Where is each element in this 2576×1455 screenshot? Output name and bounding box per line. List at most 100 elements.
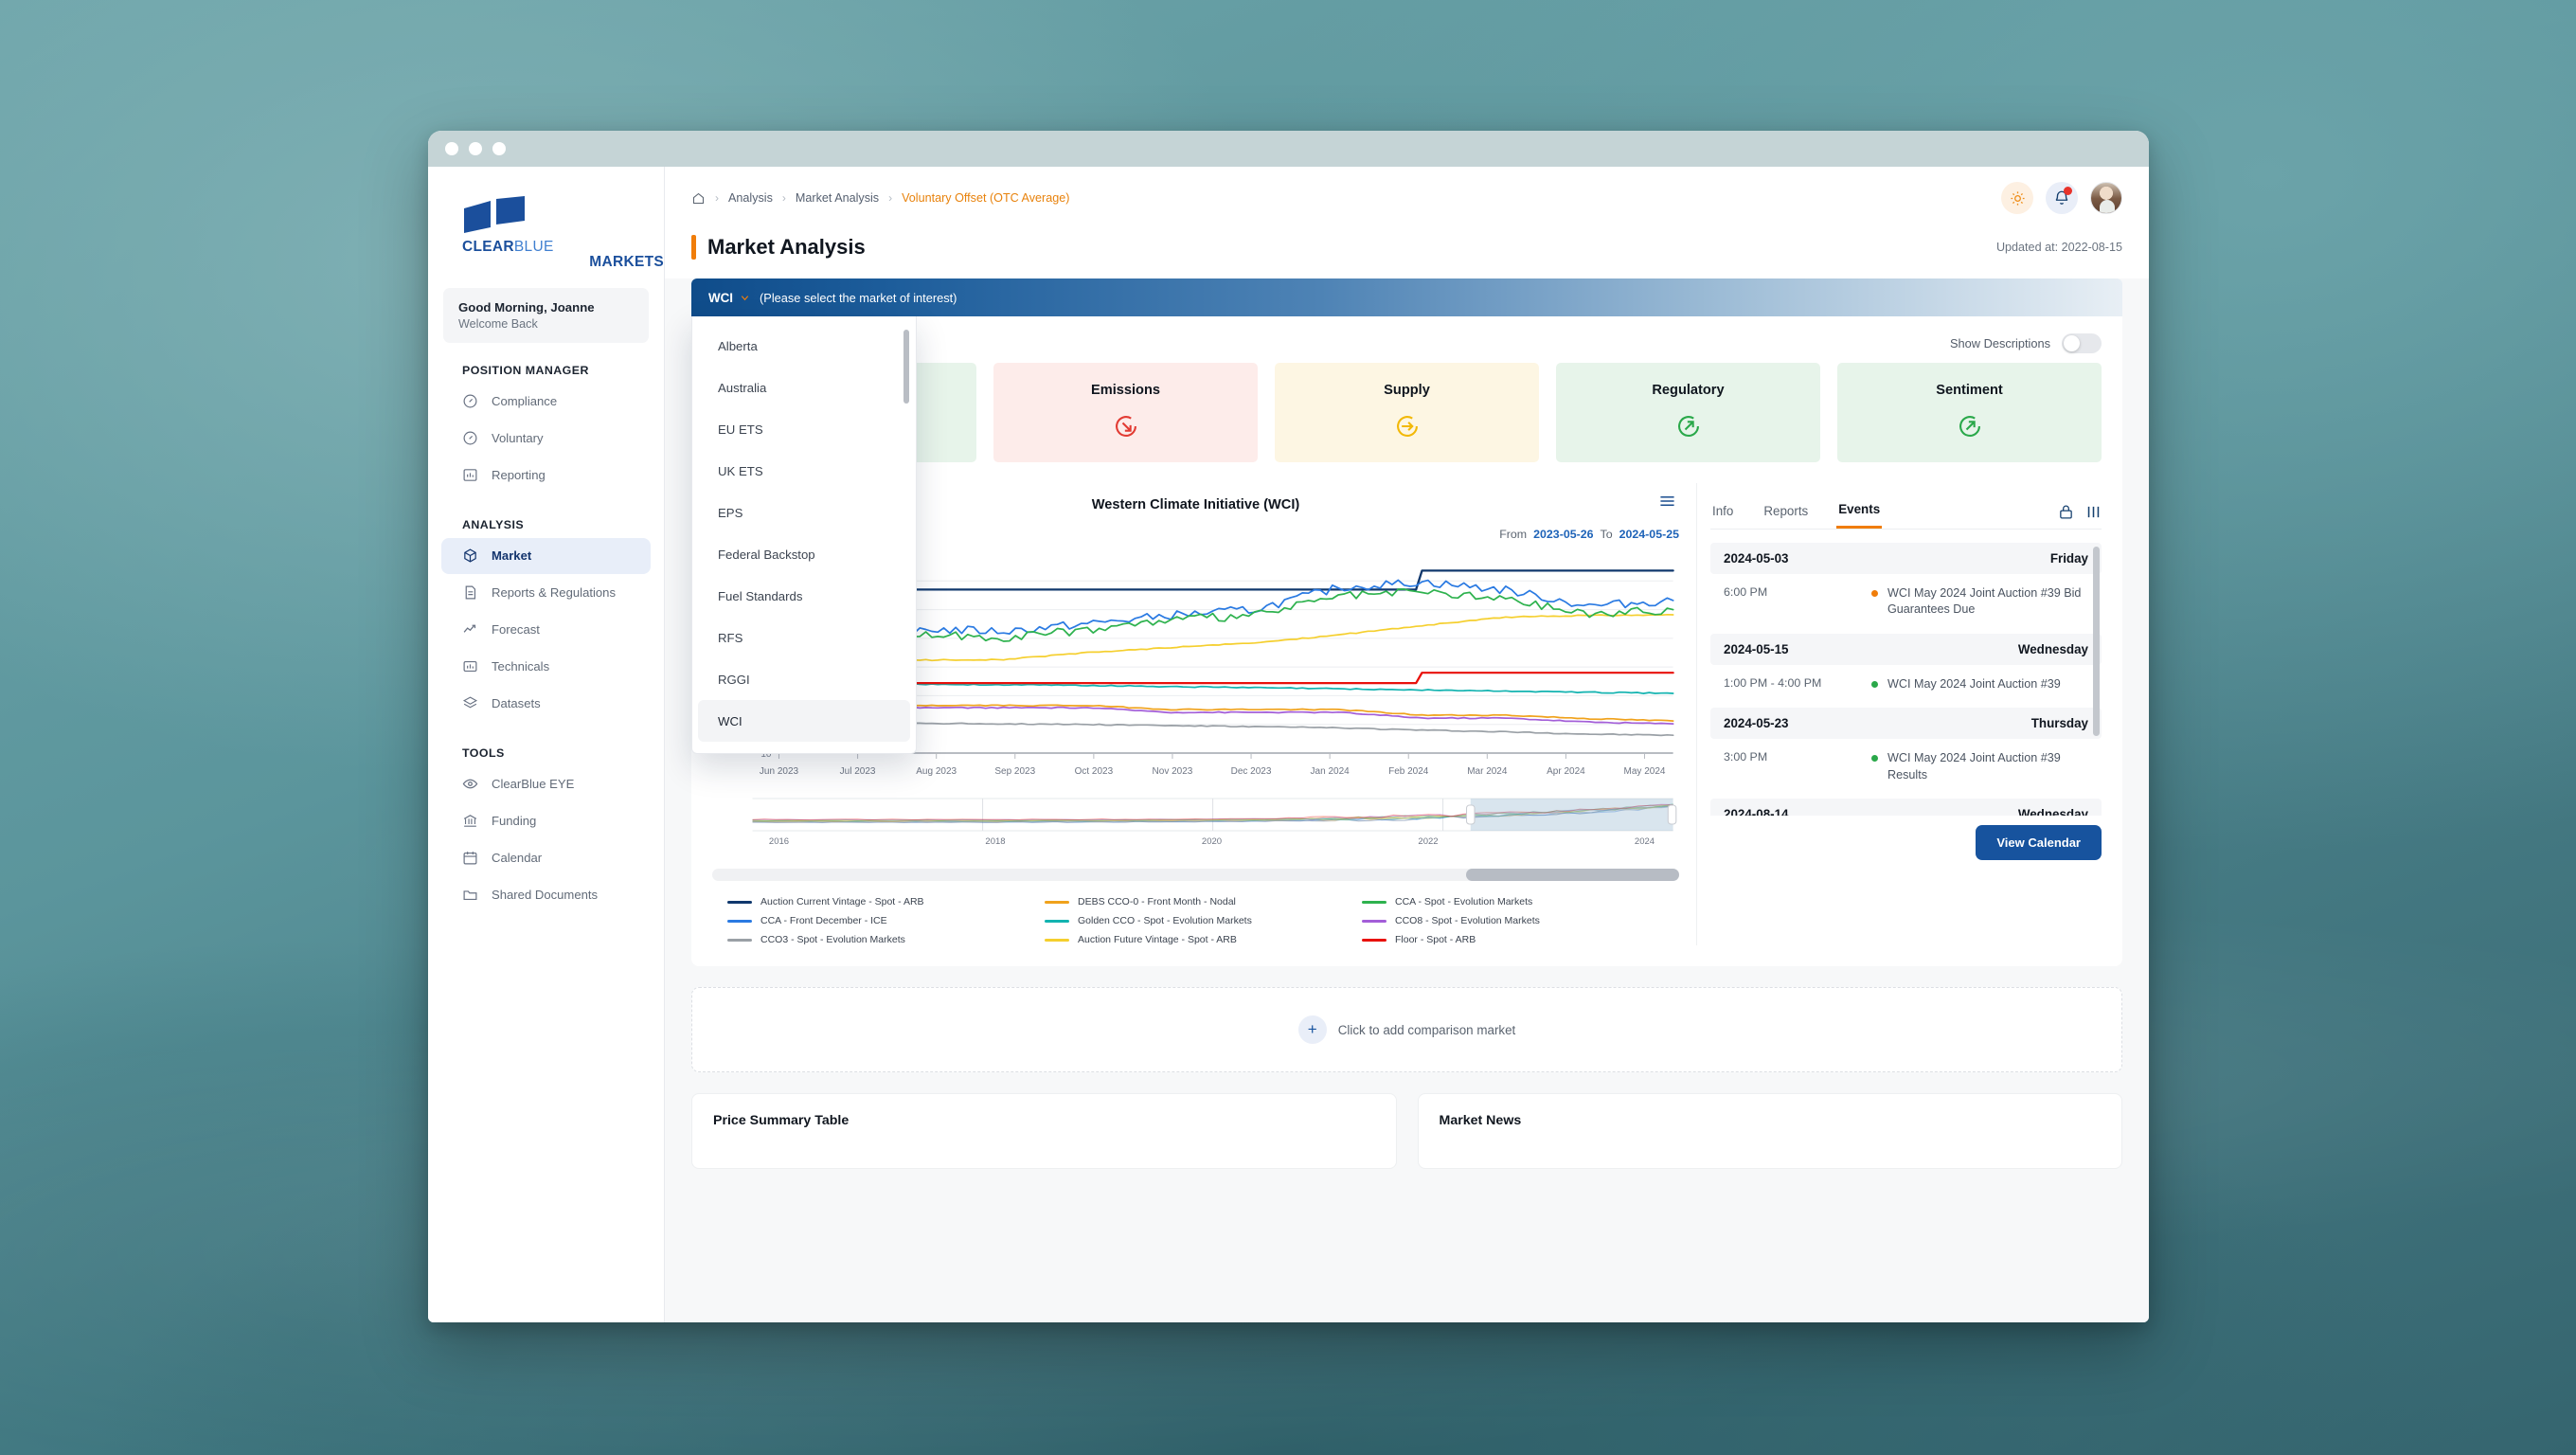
add-comparison-market-button[interactable]: + Click to add comparison market <box>691 987 2122 1072</box>
trend-up-icon <box>462 621 478 638</box>
event-time: 1:00 PM - 4:00 PM <box>1724 675 1822 690</box>
title-accent-bar <box>691 235 696 260</box>
legend-item[interactable]: CCA - Spot - Evolution Markets <box>1362 896 1664 907</box>
show-descriptions-toggle[interactable] <box>2062 333 2102 353</box>
tab-reports[interactable]: Reports <box>1763 503 1809 518</box>
date-to-value[interactable]: 2024-05-25 <box>1619 527 1679 541</box>
page-title-row: Market Analysis Updated at: 2022-08-15 <box>691 235 2122 278</box>
legend-item[interactable]: Floor - Spot - ARB <box>1362 934 1664 945</box>
status-card-sentiment[interactable]: Sentiment <box>1837 363 2102 462</box>
breadcrumb-market-analysis[interactable]: Market Analysis <box>795 191 880 205</box>
market-news-card[interactable]: Market News <box>1417 1093 2122 1169</box>
lock-icon[interactable] <box>2058 504 2074 520</box>
dropdown-item-rfs[interactable]: RFS <box>718 630 743 645</box>
tab-info[interactable]: Info <box>1712 503 1734 518</box>
market-select-value: WCI <box>708 290 734 305</box>
event-row[interactable]: 1:00 PM - 4:00 PM WCI May 2024 Joint Auc… <box>1710 665 2102 708</box>
legend-item[interactable]: CCO3 - Spot - Evolution Markets <box>727 934 1029 945</box>
event-row[interactable]: 6:00 PM WCI May 2024 Joint Auction #39 B… <box>1710 574 2102 634</box>
hamburger-icon[interactable] <box>1659 494 1675 508</box>
dropdown-item-eu-ets[interactable]: EU ETS <box>718 422 763 437</box>
sidebar-item-clearblue-eye[interactable]: ClearBlue EYE <box>441 766 651 802</box>
status-card-emissions[interactable]: Emissions <box>993 363 1258 462</box>
home-icon[interactable] <box>691 191 706 206</box>
sidebar-item-forecast[interactable]: Forecast <box>441 612 651 648</box>
event-status-dot <box>1871 590 1878 597</box>
market-select-hint: (Please select the market of interest) <box>760 290 957 305</box>
window-maximize-button[interactable] <box>492 142 506 155</box>
sidebar-item-shared-documents[interactable]: Shared Documents <box>441 877 651 913</box>
columns-icon[interactable] <box>2085 505 2102 519</box>
chart-scrollbar[interactable] <box>712 869 1679 881</box>
sidebar-item-funding[interactable]: Funding <box>441 803 651 839</box>
chart-navigator[interactable]: 2016 2018 2020 2022 2024 <box>712 795 1679 863</box>
sidebar-item-datasets[interactable]: Datasets <box>441 686 651 722</box>
legend-item[interactable]: Auction Current Vintage - Spot - ARB <box>727 896 1029 907</box>
plus-icon: + <box>1297 1015 1327 1044</box>
dropdown-item-wci[interactable]: WCI <box>698 700 910 742</box>
dropdown-scrollbar[interactable] <box>903 330 909 404</box>
breadcrumb-separator: › <box>888 191 893 205</box>
event-row[interactable]: 3:00 PM WCI May 2024 Joint Auction #39 R… <box>1710 739 2102 799</box>
market-dropdown-menu[interactable]: Alberta Australia EU ETS UK ETS EPS Fede… <box>691 316 917 754</box>
view-calendar-button[interactable]: View Calendar <box>1976 825 2102 860</box>
legend-item[interactable]: CCA - Front December - ICE <box>727 915 1029 926</box>
eye-icon <box>462 776 478 792</box>
bar-chart-icon <box>462 658 478 674</box>
window-close-button[interactable] <box>445 142 458 155</box>
date-to-label: To <box>1600 527 1613 541</box>
legend-swatch <box>1045 900 1069 904</box>
panel-tabs: Info Reports Events <box>1710 489 2102 530</box>
gauge-icon <box>462 393 478 409</box>
legend-item[interactable]: Golden CCO - Spot - Evolution Markets <box>1045 915 1347 926</box>
dropdown-item-fuel-standards[interactable]: Fuel Standards <box>718 588 803 603</box>
events-list[interactable]: 2024-05-03 Friday 6:00 PM WCI May 2024 J… <box>1710 543 2102 816</box>
event-title: WCI May 2024 Joint Auction #39 <box>1887 676 2061 691</box>
sidebar: CLEARBLUE MARKETS Good Morning, Joanne W… <box>428 167 665 1322</box>
bell-icon[interactable] <box>2046 182 2078 214</box>
sidebar-item-compliance[interactable]: Compliance <box>441 384 651 420</box>
app-logo[interactable]: CLEARBLUE MARKETS <box>428 182 664 288</box>
svg-text:Oct 2023: Oct 2023 <box>1075 766 1114 777</box>
breadcrumb-separator: › <box>781 191 786 205</box>
dropdown-item-uk-ets[interactable]: UK ETS <box>718 463 763 478</box>
legend-item[interactable]: CCO8 - Spot - Evolution Markets <box>1362 915 1664 926</box>
dropdown-item-alberta[interactable]: Alberta <box>718 338 758 353</box>
legend-item[interactable]: DEBS CCO-0 - Front Month - Nodal <box>1045 896 1347 907</box>
sidebar-item-voluntary[interactable]: Voluntary <box>441 421 651 457</box>
svg-text:Feb 2024: Feb 2024 <box>1388 766 1429 777</box>
date-range: From 2023-05-26 To 2024-05-25 <box>1499 528 1679 541</box>
legend-item[interactable]: Auction Future Vintage - Spot - ARB <box>1045 934 1347 945</box>
greeting-title: Good Morning, Joanne <box>458 299 595 314</box>
tab-events[interactable]: Events <box>1836 494 1883 529</box>
dropdown-item-eps[interactable]: EPS <box>718 505 743 520</box>
market-select[interactable]: WCI <box>708 291 750 305</box>
status-card-title: Regulatory <box>1652 383 1725 398</box>
date-from-value[interactable]: 2023-05-26 <box>1533 527 1594 541</box>
sidebar-item-market[interactable]: Market <box>441 537 651 574</box>
avatar[interactable] <box>2090 182 2122 214</box>
sidebar-section-tools: TOOLS <box>462 745 505 760</box>
status-card-supply[interactable]: Supply <box>1275 363 1539 462</box>
chart-scrollbar-thumb[interactable] <box>1466 869 1679 881</box>
breadcrumb-analysis[interactable]: Analysis <box>728 191 773 205</box>
event-time: 6:00 PM <box>1724 585 1768 599</box>
sidebar-item-calendar[interactable]: Calendar <box>441 840 651 876</box>
svg-text:Sep 2023: Sep 2023 <box>994 766 1035 777</box>
sidebar-section-analysis: ANALYSIS <box>462 517 525 531</box>
dropdown-item-federal-backstop[interactable]: Federal Backstop <box>718 547 815 562</box>
sidebar-item-reporting[interactable]: Reporting <box>441 458 651 494</box>
arrow-up-right-circle-icon <box>1957 413 1983 440</box>
dropdown-item-australia[interactable]: Australia <box>718 380 767 395</box>
status-card-regulatory[interactable]: Regulatory <box>1556 363 1820 462</box>
sidebar-item-technicals[interactable]: Technicals <box>441 649 651 685</box>
sun-icon[interactable] <box>2001 182 2033 214</box>
bottom-cards: Price Summary Table Market News <box>691 1093 2122 1169</box>
events-scrollbar[interactable] <box>2093 547 2100 736</box>
price-summary-table-card[interactable]: Price Summary Table <box>691 1093 1397 1169</box>
dropdown-item-washington[interactable]: Washington <box>698 742 910 753</box>
window-minimize-button[interactable] <box>469 142 482 155</box>
sidebar-item-reports-regulations[interactable]: Reports & Regulations <box>441 575 651 611</box>
dropdown-item-rggi[interactable]: RGGI <box>718 672 750 687</box>
legend-label: Floor - Spot - ARB <box>1395 934 1476 945</box>
